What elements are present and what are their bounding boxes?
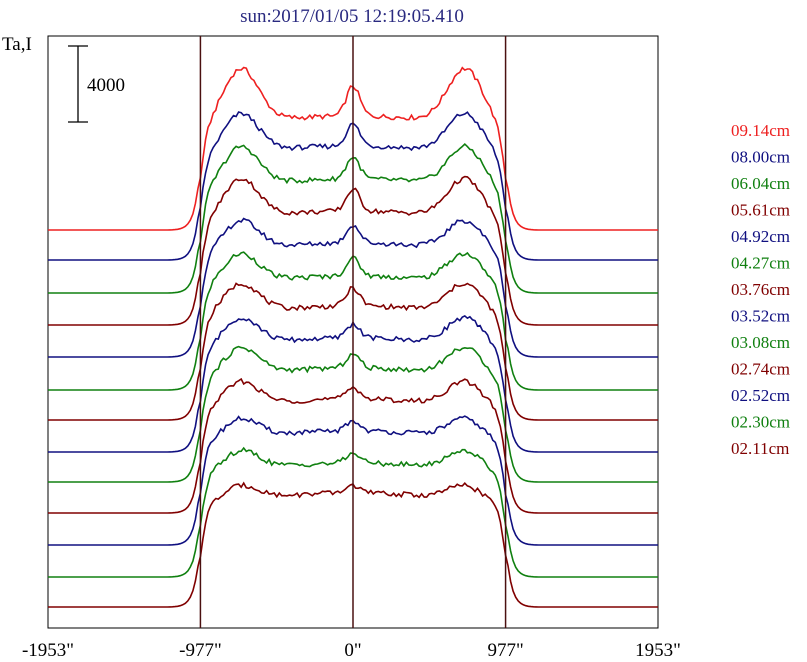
x-tick-label-3: 977" [487,640,523,661]
legend-entry-03.08cm: 03.08cm [731,333,790,352]
legend-entry-06.04cm: 06.04cm [731,174,790,193]
scale-bar: 4000 [68,45,125,123]
legend-entry-02.30cm: 02.30cm [731,413,790,432]
legend-entry-02.11cm: 02.11cm [731,439,789,458]
legend: 09.14cm 08.00cm 06.04cm 05.61cm 04.92cm 04.27… [731,121,790,458]
limb-marker-layer [199,36,507,628]
x-tick-label-4: 1953" [635,640,681,661]
chart-title: sun:2017/01/05 12:19:05.410 [240,6,464,27]
legend-entry-03.76cm: 03.76cm [731,280,790,299]
legend-entry-03.52cm: 03.52cm [731,307,790,326]
scale-bar-label: 4000 [87,75,125,96]
y-axis-label: Ta,I [2,34,32,55]
x-tick-layer: -1953" -977" 0" 977" 1953" [22,640,681,661]
legend-entry-02.52cm: 02.52cm [731,386,790,405]
x-tick-label-0: -1953" [22,640,74,661]
legend-entry-08.00cm: 08.00cm [731,148,790,167]
legend-entry-05.61cm: 05.61cm [731,201,790,220]
x-tick-label-2: 0" [344,640,361,661]
legend-entry-04.27cm: 04.27cm [731,254,790,273]
legend-entry-02.74cm: 02.74cm [731,360,790,379]
legend-entry-04.92cm: 04.92cm [731,227,790,246]
x-tick-label-1: -977" [179,640,222,661]
legend-entry-09.14cm: 09.14cm [731,121,790,140]
